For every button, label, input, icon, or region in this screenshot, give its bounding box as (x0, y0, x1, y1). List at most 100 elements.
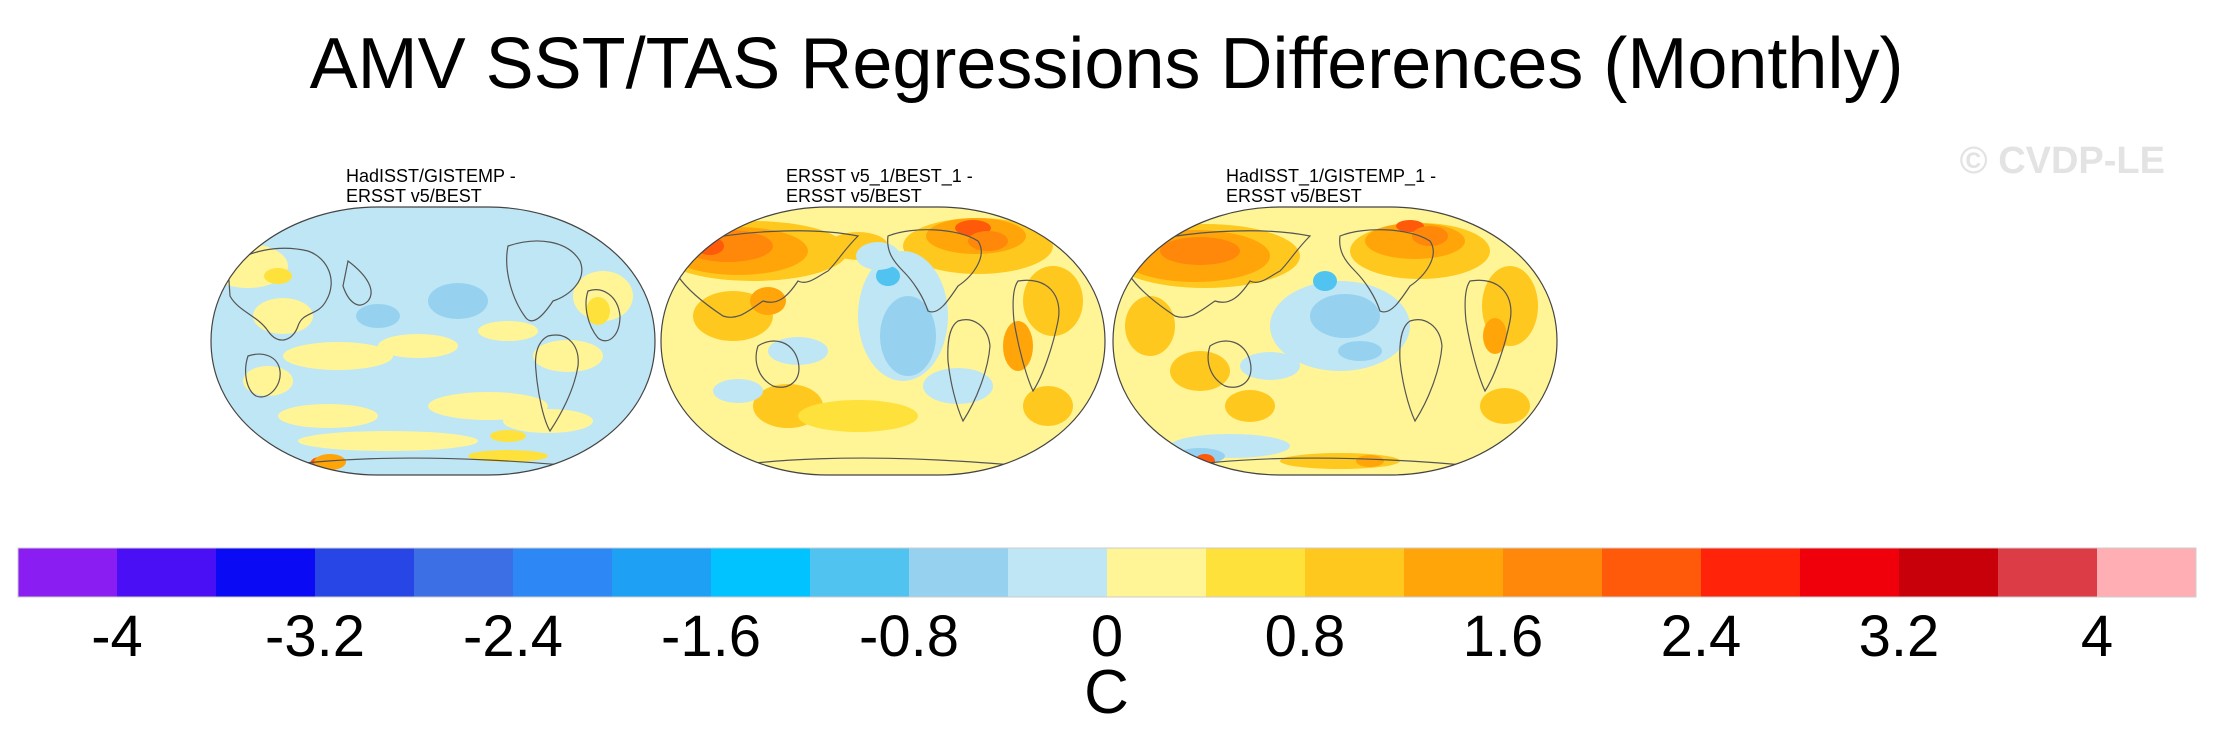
colorbar-swatch (1404, 548, 1504, 597)
world-map (210, 206, 656, 476)
colorbar-frame (17, 547, 2197, 598)
contour-region (1023, 386, 1073, 426)
coastline (245, 353, 281, 398)
contour-region (298, 431, 478, 451)
colorbar-swatch (909, 548, 1009, 597)
colorbar-tick-label: 4 (2081, 604, 2113, 669)
colorbar-tick-label: 2.4 (1661, 604, 1742, 669)
contour-region (278, 404, 378, 428)
colorbar-swatch (1107, 548, 1207, 597)
contour-region (533, 340, 603, 372)
contour-region (880, 296, 936, 376)
colorbar-tick-label: 1.6 (1463, 604, 1544, 669)
contour-region (876, 266, 900, 286)
colorbar-tick-label: 0.8 (1265, 604, 1346, 669)
contour-region (1160, 237, 1240, 265)
colorbar-tick-label: -0.8 (859, 604, 959, 669)
contour-region (1125, 296, 1175, 356)
map-panel-ersst-best: ERSST v5_1/BEST_1 - ERSST v5/BEST (658, 166, 1108, 486)
chart-title: AMV SST/TAS Regressions Differences (Mon… (309, 24, 1904, 104)
contour-region (968, 231, 1008, 251)
colorbar-swatch (216, 548, 316, 597)
contour-region (1003, 321, 1033, 371)
contour-region (468, 450, 548, 462)
panel-title-line1: HadISST_1/GISTEMP_1 - (1226, 166, 1437, 186)
colorbar-unit-label: C (1084, 658, 1129, 727)
contour-region (1356, 455, 1384, 467)
contour-region (1483, 318, 1507, 354)
contour-region (1338, 341, 1382, 361)
colorbar-swatch (1602, 548, 1702, 597)
coastline (1207, 340, 1252, 388)
map-border (1112, 206, 1558, 476)
coastline (1464, 279, 1512, 393)
contour-region (586, 297, 610, 325)
coastline (342, 259, 372, 306)
colorbar-swatch (315, 548, 415, 597)
contour-region (428, 283, 488, 319)
contour-region (768, 337, 828, 365)
colorbar-swatch (1800, 548, 1900, 597)
contour-region (1313, 271, 1337, 291)
colorbar-tick-label: -2.4 (463, 604, 563, 669)
colorbar-swatch (1701, 548, 1801, 597)
colorbar-swatch (513, 548, 613, 597)
contour-region (378, 334, 458, 358)
map-panel-hadisst1-gistemp1: HadISST_1/GISTEMP_1 - ERSST v5/BEST (1110, 166, 1560, 486)
coastline (534, 334, 579, 433)
panel-title-line1: HadISST/GISTEMP - (346, 166, 516, 186)
contour-region (1225, 390, 1275, 422)
world-map (1112, 206, 1558, 476)
map-border (210, 206, 656, 476)
panel-title-line2: ERSST v5/BEST (1226, 186, 1362, 206)
coastline (1012, 279, 1060, 393)
coastline (1339, 229, 1434, 313)
colorbar-swatch (810, 548, 910, 597)
colorbar-swatch (612, 548, 712, 597)
colorbar-swatch (1206, 548, 1306, 597)
contour-region (750, 287, 786, 315)
contour-region (490, 430, 526, 442)
coastline (1399, 319, 1443, 423)
contour-region (356, 304, 400, 328)
coastline (887, 229, 982, 313)
contour-region (264, 268, 292, 284)
colorbar-tick-label: -3.2 (265, 604, 365, 669)
panel-title: HadISST_1/GISTEMP_1 - ERSST v5/BEST (1226, 166, 1436, 206)
contour-region (713, 379, 763, 403)
coastline (585, 289, 621, 342)
colorbar-swatch (1305, 548, 1405, 597)
panel-title: HadISST/GISTEMP - ERSST v5/BEST (346, 166, 516, 206)
colorbar-tick-label: -1.6 (661, 604, 761, 669)
coastline (677, 230, 860, 318)
contour-region (478, 321, 538, 341)
coastline (1129, 230, 1312, 318)
world-map (660, 206, 1106, 476)
contour-region (314, 454, 346, 470)
contour-region (1170, 351, 1230, 391)
colorbar-swatch (1503, 548, 1603, 597)
contour-region (1412, 226, 1448, 246)
coastline (755, 340, 800, 388)
contour-region (503, 409, 593, 433)
colorbar-swatch (1998, 548, 2098, 597)
map-panel-hadisst-gistemp: HadISST/GISTEMP - ERSST v5/BEST (208, 166, 658, 486)
colorbar-swatch (18, 548, 118, 597)
colorbar-swatch (414, 548, 514, 597)
panel-title-line2: ERSST v5/BEST (786, 186, 922, 206)
coastline (947, 319, 991, 423)
panel-title: ERSST v5_1/BEST_1 - ERSST v5/BEST (786, 166, 973, 206)
contour-region (1310, 294, 1380, 338)
colorbar-tick-label: 3.2 (1859, 604, 1940, 669)
contour-region (1480, 388, 1530, 424)
contour-region (1396, 220, 1424, 232)
contour-region (923, 368, 993, 404)
map-border (660, 206, 1106, 476)
coastline (506, 240, 583, 322)
contour-region (798, 400, 918, 432)
coastline (227, 247, 332, 341)
colorbar-swatch (2097, 548, 2197, 597)
colorbar-swatch (711, 548, 811, 597)
contour-region (283, 342, 393, 370)
